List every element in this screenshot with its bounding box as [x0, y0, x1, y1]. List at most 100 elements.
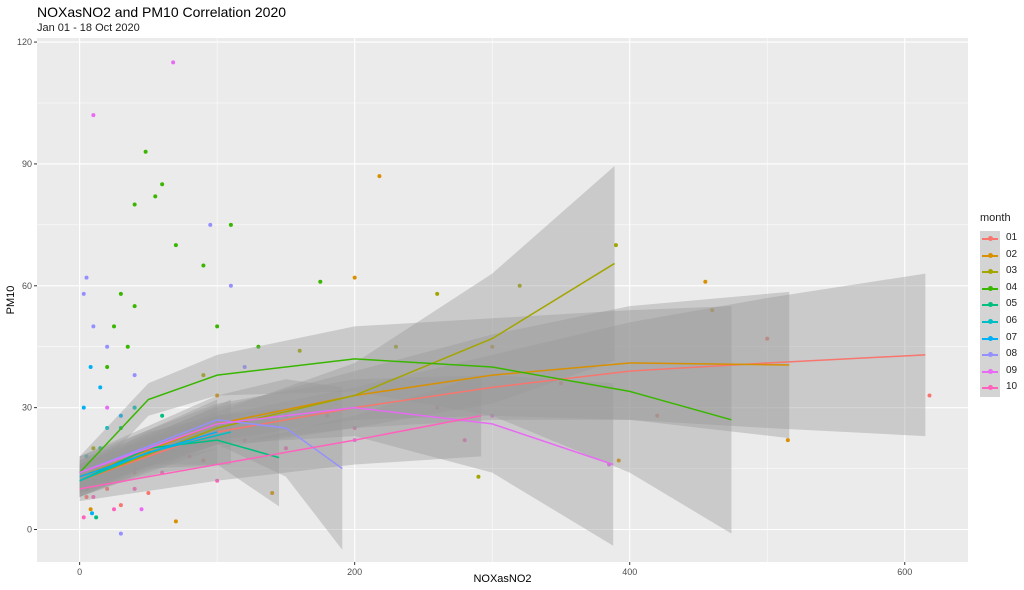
data-point-month-08	[228, 283, 233, 288]
data-point-month-03	[297, 348, 302, 353]
data-point-month-07	[98, 385, 103, 390]
x-axis-label: NOXasNO2	[473, 573, 531, 585]
data-point-month-01	[325, 413, 330, 418]
data-point-month-01	[765, 336, 770, 341]
data-point-month-04	[160, 182, 165, 187]
confidence-ribbon-month-09	[79, 375, 614, 546]
data-point-month-10	[91, 495, 96, 500]
smooth-line-month-10	[79, 415, 482, 490]
legend-dot-swatch	[988, 285, 993, 291]
data-point-month-10	[81, 515, 86, 520]
legend-dot-swatch	[988, 318, 993, 324]
data-point-month-04	[112, 324, 117, 329]
data-point-month-03	[613, 243, 618, 248]
y-axis-label: PM10	[5, 286, 17, 315]
y-tick-label: 120	[17, 37, 32, 47]
data-point-month-10	[215, 478, 220, 483]
y-tick-label: 0	[27, 525, 32, 535]
data-point-month-08	[208, 222, 213, 227]
legend-dot-swatch	[988, 236, 993, 241]
legend-label: 02	[1006, 248, 1018, 260]
data-point-month-04	[201, 263, 206, 268]
plot-panel	[37, 38, 968, 562]
data-point-month-03	[393, 344, 398, 349]
confidence-ribbon-month-03	[79, 165, 615, 498]
legend-label: 10	[1006, 381, 1018, 393]
legend-label: 05	[1006, 298, 1018, 310]
legend-dot-swatch	[988, 269, 993, 275]
data-point-month-10	[112, 507, 117, 512]
data-point-month-03	[517, 283, 522, 288]
data-point-month-03	[435, 291, 440, 296]
data-point-month-09	[490, 413, 495, 418]
data-point-month-08	[105, 344, 110, 349]
y-tick-label: 90	[22, 159, 32, 169]
legend-dot-swatch	[988, 302, 993, 308]
data-point-month-01	[201, 458, 206, 463]
x-tick-label: 200	[347, 567, 362, 577]
legend-dot-swatch	[988, 335, 993, 341]
legend-label: 08	[1006, 348, 1018, 360]
chart-subtitle: Jan 01 - 18 Oct 2020	[37, 22, 140, 34]
data-point-month-03	[91, 446, 96, 451]
data-point-month-09	[187, 425, 192, 430]
data-point-month-04	[105, 365, 110, 370]
data-point-month-01	[132, 470, 137, 475]
data-point-month-01	[91, 478, 96, 483]
legend-item-08: 08	[980, 347, 1024, 364]
data-point-month-01	[84, 495, 89, 500]
legend-dot-swatch	[988, 385, 993, 391]
data-point-month-04	[125, 344, 130, 349]
data-point-month-10	[105, 478, 110, 483]
data-point-month-02	[710, 308, 715, 313]
legend-label: 06	[1006, 314, 1018, 326]
legend: month 01 02 03 04 05 06 07 08 09 10	[980, 212, 1017, 397]
legend-item-09: 09	[980, 364, 1024, 381]
legend-item-03: 03	[980, 264, 1024, 281]
smooth-line-month-09	[79, 406, 614, 474]
data-point-month-02	[377, 174, 382, 179]
data-point-month-07	[90, 511, 95, 516]
legend-dot-swatch	[988, 352, 993, 358]
legend-item-02: 02	[980, 248, 1024, 265]
legend-label: 01	[1006, 232, 1018, 243]
data-point-month-02	[173, 519, 178, 524]
data-point-month-04	[215, 324, 220, 329]
data-point-month-08	[242, 365, 247, 370]
data-point-month-04	[132, 304, 137, 309]
data-point-month-10	[187, 454, 192, 459]
legend-label: 03	[1006, 265, 1018, 277]
data-point-month-08	[91, 324, 96, 329]
data-point-month-07	[118, 413, 123, 418]
data-point-month-10	[352, 425, 357, 430]
confidence-ribbon-month-02	[79, 291, 790, 493]
data-point-month-10	[132, 486, 137, 491]
data-point-month-05	[160, 413, 165, 418]
data-point-month-03	[476, 474, 481, 479]
data-point-month-02	[88, 507, 93, 512]
data-point-month-06	[84, 454, 89, 459]
y-tick-label: 60	[22, 281, 32, 291]
data-point-month-04	[228, 222, 233, 227]
x-tick-label: 600	[897, 567, 912, 577]
confidence-ribbon-month-05	[79, 408, 280, 507]
chart-title: NOXasNO2 and PM10 Correlation 2020	[37, 4, 287, 20]
legend-item-06: 06	[980, 314, 1024, 331]
data-point-month-06	[105, 425, 110, 430]
confidence-ribbon-month-10	[79, 375, 482, 502]
legend-dot-swatch	[988, 368, 993, 374]
data-point-month-10	[462, 438, 467, 443]
x-tick-label: 400	[622, 567, 637, 577]
legend-label: 09	[1006, 364, 1018, 376]
data-point-month-01	[558, 381, 563, 386]
data-point-month-10	[283, 446, 288, 451]
data-point-month-01	[160, 454, 165, 459]
x-tick-label: 0	[77, 567, 82, 577]
data-point-month-01	[146, 490, 151, 495]
data-point-month-08	[118, 531, 123, 536]
smooth-line-month-04	[79, 358, 732, 474]
data-point-month-04	[153, 194, 158, 199]
data-point-month-02	[270, 490, 275, 495]
smooth-line-month-07	[79, 431, 218, 478]
